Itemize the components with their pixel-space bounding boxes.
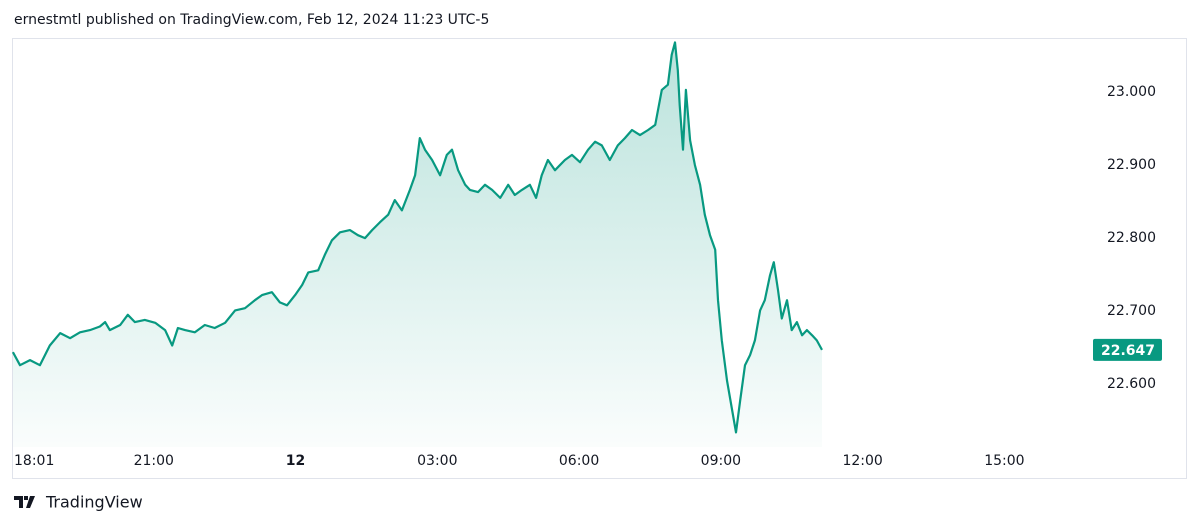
x-tick-label: 09:00 (701, 453, 741, 469)
source-label: TradingView (45, 493, 143, 512)
x-tick-label: 03:00 (417, 453, 457, 469)
price-line (11, 41, 823, 434)
y-tick-label: 22.900 (1107, 157, 1156, 173)
x-tick-label: 15:00 (984, 453, 1024, 469)
area-fill (12, 42, 822, 448)
y-tick-label: 22.700 (1107, 303, 1156, 319)
x-tick-label: 12 (286, 453, 305, 469)
x-tick-label: 21:00 (134, 453, 174, 469)
tradingview-logo (14, 496, 35, 508)
y-tick-label: 22.800 (1107, 230, 1156, 246)
last-price-label: 22.647 (1101, 343, 1155, 359)
chart-frame (12, 38, 1187, 479)
last-price-badge (1093, 338, 1162, 361)
x-tick-label: 12:00 (842, 453, 882, 469)
y-tick-label: 23.000 (1107, 84, 1156, 100)
x-tick-label: 18:01 (14, 453, 54, 469)
y-tick-label: 22.600 (1107, 376, 1156, 392)
chart-title: ernestmtl published on TradingView.com, … (14, 12, 489, 28)
x-tick-label: 06:00 (559, 453, 599, 469)
